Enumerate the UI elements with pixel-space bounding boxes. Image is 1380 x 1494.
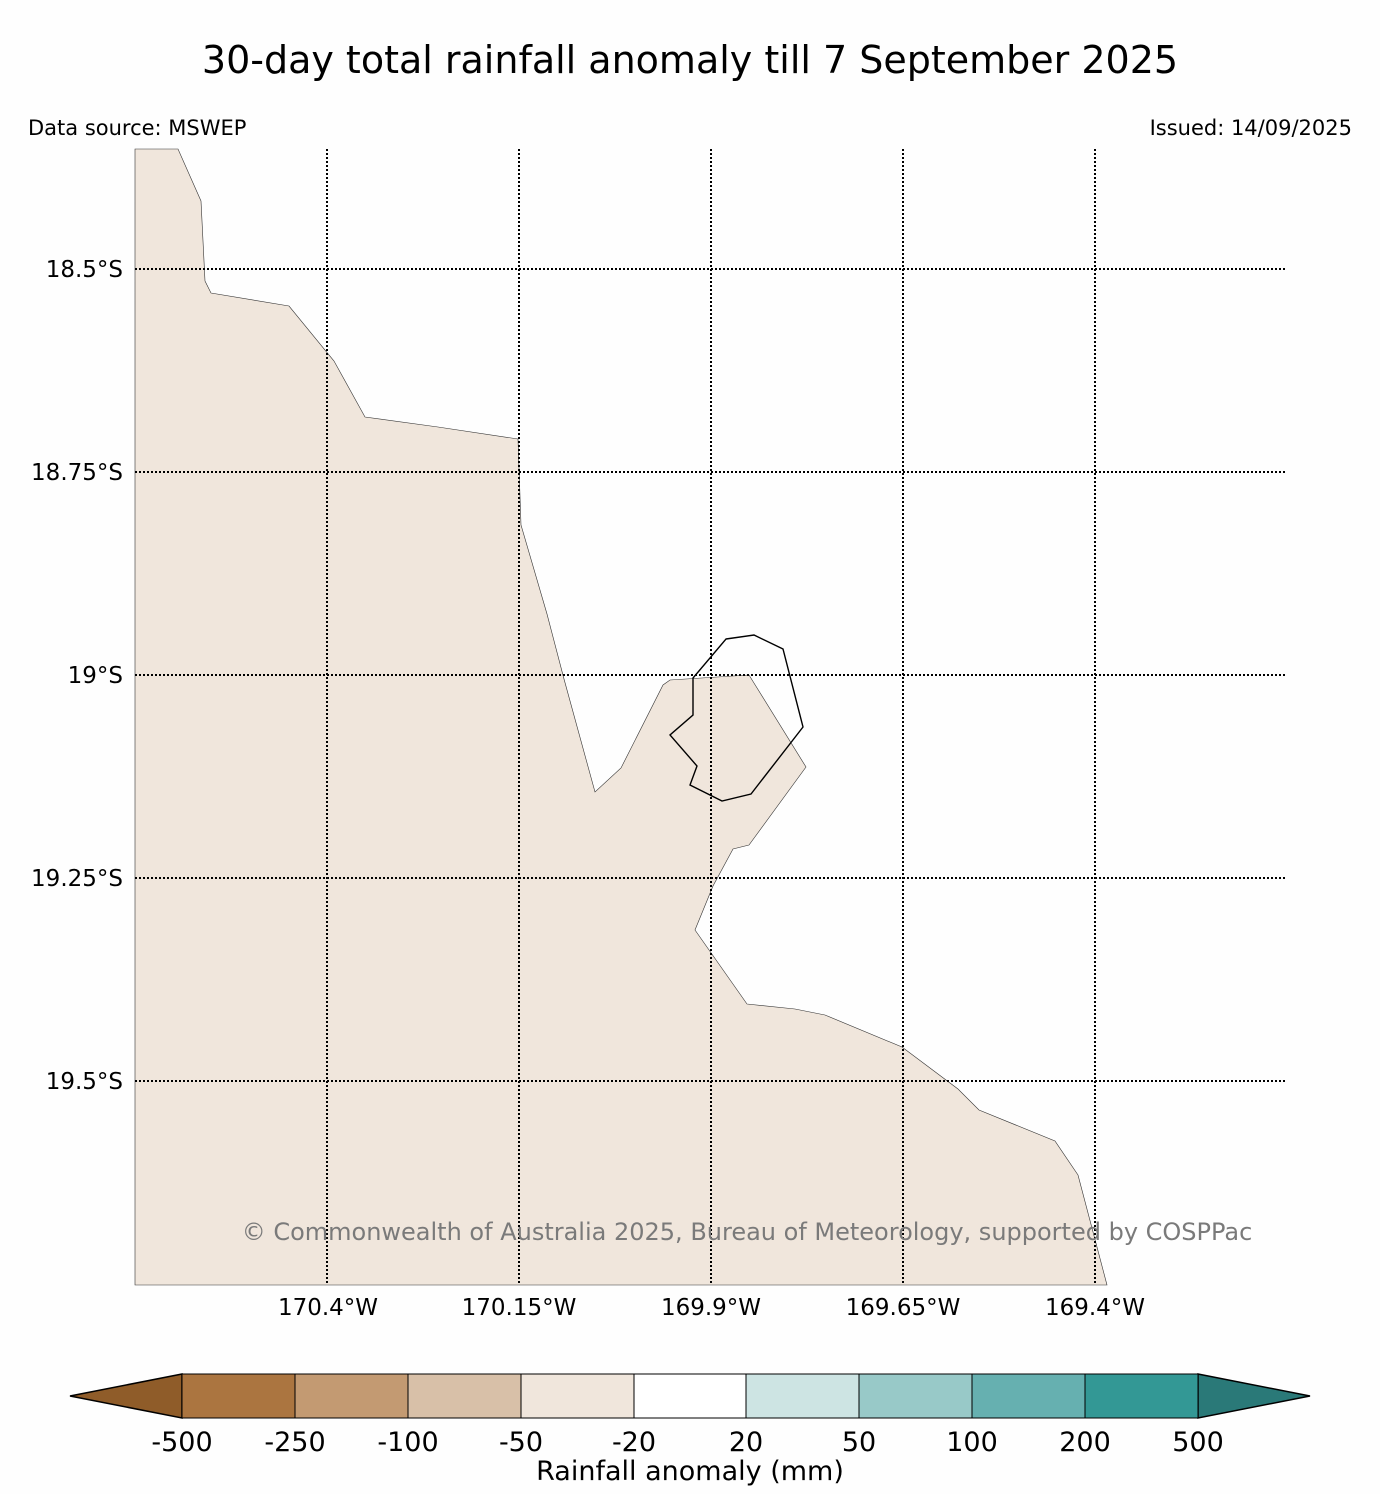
colorbar-tick-label: -50 (499, 1427, 543, 1458)
colorbar-segment (1084, 1373, 1199, 1419)
data-source-label: Data source: MSWEP (28, 116, 247, 140)
lon-label: 169.4°W (1045, 1295, 1145, 1321)
lat-label: 18.5°S (46, 257, 123, 283)
map-panel: 18.5°S 18.75°S 19°S 19.25°S 19.5°S 170.4… (31, 148, 1286, 1321)
lat-label: 19.5°S (46, 1069, 123, 1095)
colorbar-segment (858, 1373, 973, 1419)
issued-date-label: Issued: 14/09/2025 (1149, 116, 1352, 140)
colorbar-segment (181, 1373, 296, 1419)
colorbar-tick-label: 50 (842, 1427, 876, 1458)
map-title: 30-day total rainfall anomaly till 7 Sep… (201, 38, 1179, 82)
colorbar-segment (745, 1373, 860, 1419)
lat-label: 19°S (68, 663, 123, 689)
island-outline (669, 634, 804, 802)
colorbar-title: Rainfall anomaly (mm) (536, 1456, 844, 1487)
colorbar-over-extension (1197, 1373, 1311, 1419)
colorbar-tick-label: -20 (612, 1427, 656, 1458)
colorbar-tick-label: -100 (377, 1427, 438, 1458)
lat-label: 18.75°S (31, 460, 123, 486)
lon-label: 169.9°W (661, 1295, 761, 1321)
lon-label: 170.4°W (278, 1295, 378, 1321)
lon-label: 169.65°W (846, 1295, 961, 1321)
land-mass (134, 148, 1108, 1286)
colorbar-segment (971, 1373, 1086, 1419)
colorbar-segment (633, 1373, 747, 1419)
colorbar-tick-label: 20 (729, 1427, 763, 1458)
colorbar-segment (407, 1373, 522, 1419)
gridlines (135, 149, 1286, 1285)
colorbar-tick-label: 500 (1172, 1427, 1224, 1458)
colorbar: -500 -250 -100 -50 -20 20 50 100 200 500… (69, 1373, 1311, 1487)
colorbar-segment (294, 1373, 409, 1419)
colorbar-under-extension (69, 1373, 183, 1419)
lon-label: 170.15°W (462, 1295, 577, 1321)
colorbar-tick-label: 100 (946, 1427, 998, 1458)
colorbar-tick-label: -250 (264, 1427, 325, 1458)
colorbar-tick-label: 200 (1059, 1427, 1111, 1458)
colorbar-segment (520, 1373, 635, 1419)
lat-label: 19.25°S (31, 866, 123, 892)
colorbar-tick-label: -500 (151, 1427, 212, 1458)
copyright-notice: © Commonwealth of Australia 2025, Bureau… (242, 1218, 1253, 1246)
